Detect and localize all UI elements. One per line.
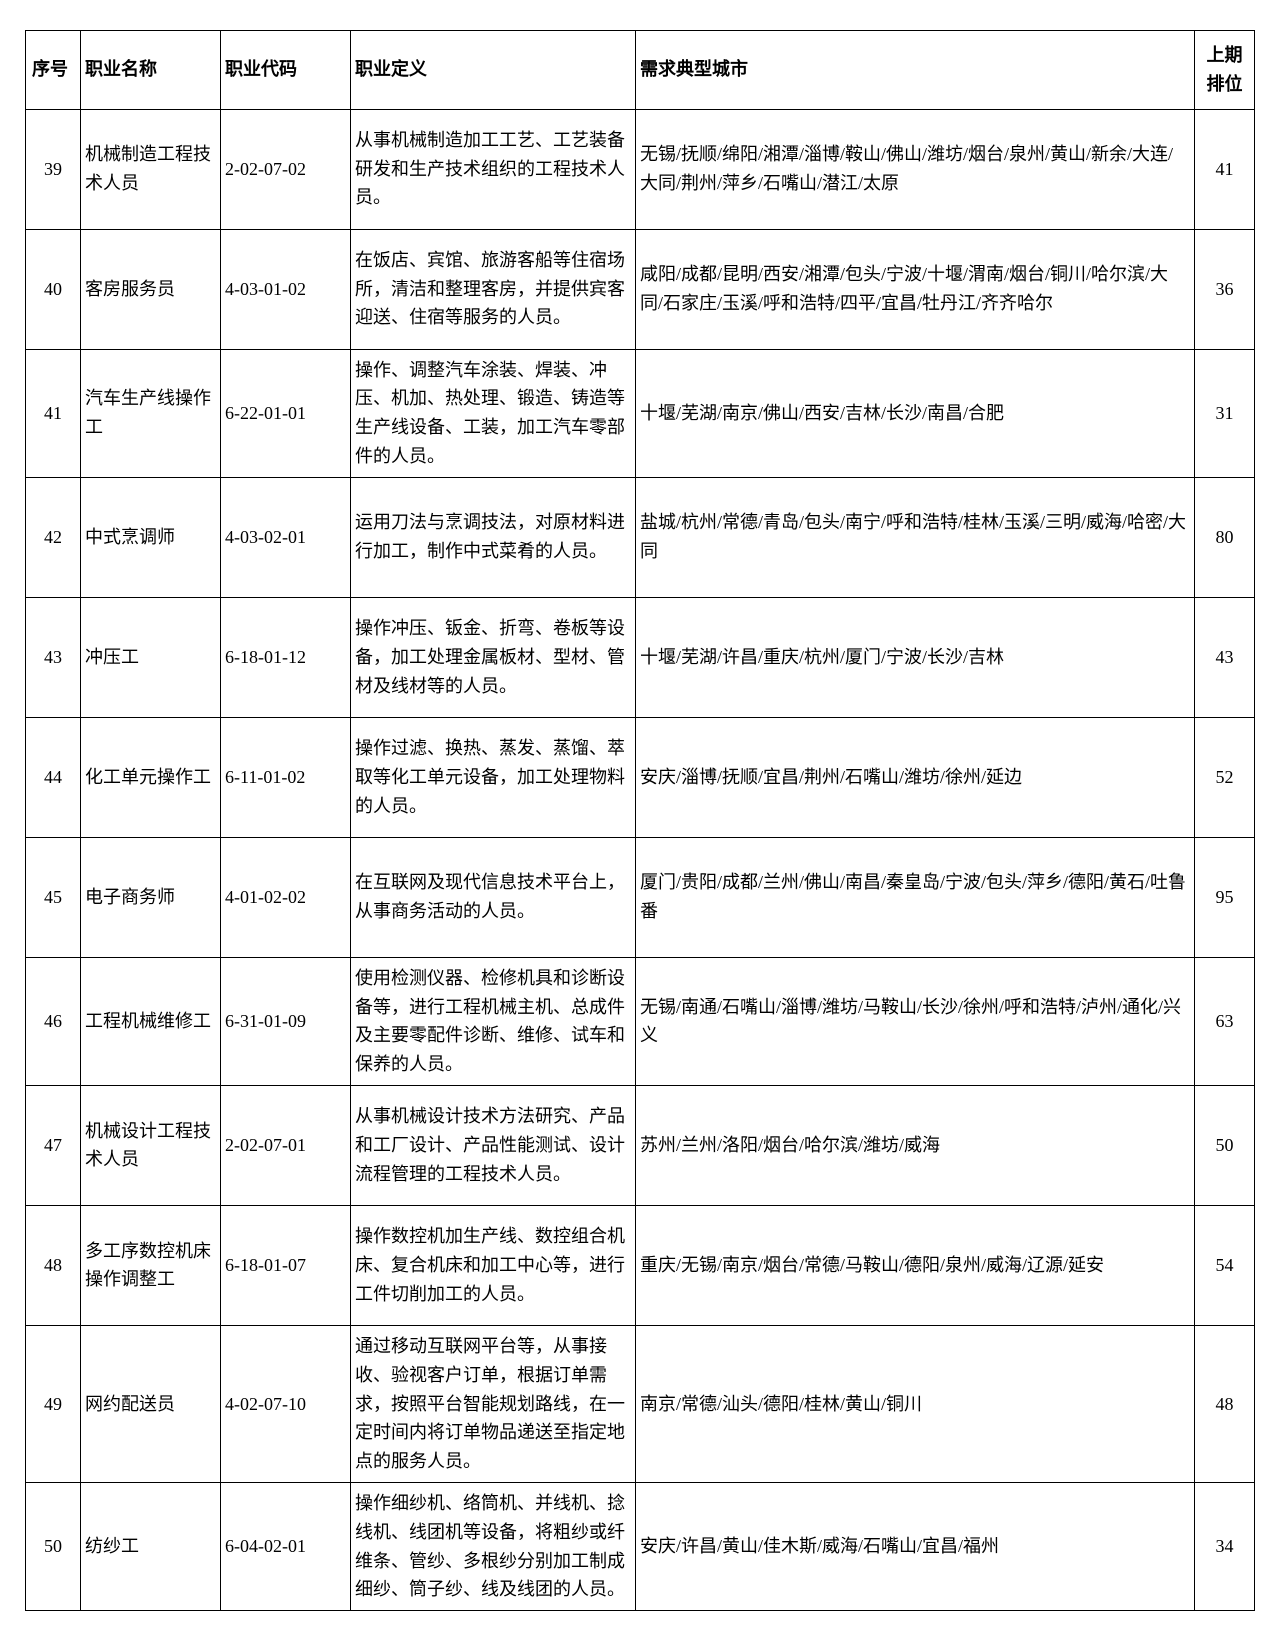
cell-code: 6-18-01-07 [221, 1205, 351, 1325]
cell-seq: 45 [26, 837, 81, 957]
cell-rank: 43 [1195, 597, 1255, 717]
cell-rank: 95 [1195, 837, 1255, 957]
cell-rank: 50 [1195, 1085, 1255, 1205]
cell-definition: 通过移动互联网平台等，从事接收、验视客户订单，根据订单需求，按照平台智能规划路线… [351, 1325, 636, 1482]
header-cities: 需求典型城市 [636, 31, 1195, 110]
cell-name: 汽车生产线操作工 [81, 349, 221, 477]
cell-cities: 南京/常德/汕头/德阳/桂林/黄山/铜川 [636, 1325, 1195, 1482]
cell-name: 网约配送员 [81, 1325, 221, 1482]
table-row: 41汽车生产线操作工6-22-01-01操作、调整汽车涂装、焊装、冲压、机加、热… [26, 349, 1255, 477]
cell-seq: 42 [26, 477, 81, 597]
cell-seq: 48 [26, 1205, 81, 1325]
cell-code: 6-11-01-02 [221, 717, 351, 837]
cell-rank: 63 [1195, 957, 1255, 1085]
cell-rank: 41 [1195, 109, 1255, 229]
cell-definition: 操作、调整汽车涂装、焊装、冲压、机加、热处理、锻造、铸造等生产线设备、工装，加工… [351, 349, 636, 477]
cell-code: 2-02-07-02 [221, 109, 351, 229]
cell-name: 冲压工 [81, 597, 221, 717]
cell-cities: 盐城/杭州/常德/青岛/包头/南宁/呼和浩特/桂林/玉溪/三明/威海/哈密/大同 [636, 477, 1195, 597]
table-header-row: 序号 职业名称 职业代码 职业定义 需求典型城市 上期排位 [26, 31, 1255, 110]
table-row: 46工程机械维修工6-31-01-09使用检测仪器、检修机具和诊断设备等，进行工… [26, 957, 1255, 1085]
cell-rank: 52 [1195, 717, 1255, 837]
cell-name: 纺纱工 [81, 1482, 221, 1610]
cell-definition: 从事机械设计技术方法研究、产品和工厂设计、产品性能测试、设计流程管理的工程技术人… [351, 1085, 636, 1205]
table-row: 45电子商务师4-01-02-02在互联网及现代信息技术平台上，从事商务活动的人… [26, 837, 1255, 957]
cell-code: 6-22-01-01 [221, 349, 351, 477]
cell-definition: 在互联网及现代信息技术平台上，从事商务活动的人员。 [351, 837, 636, 957]
cell-rank: 48 [1195, 1325, 1255, 1482]
cell-definition: 使用检测仪器、检修机具和诊断设备等，进行工程机械主机、总成件及主要零配件诊断、维… [351, 957, 636, 1085]
cell-definition: 操作细纱机、络筒机、并线机、捻线机、线团机等设备，将粗纱或纤维条、管纱、多根纱分… [351, 1482, 636, 1610]
header-name: 职业名称 [81, 31, 221, 110]
cell-name: 机械制造工程技术人员 [81, 109, 221, 229]
table-row: 44化工单元操作工6-11-01-02操作过滤、换热、蒸发、蒸馏、萃取等化工单元… [26, 717, 1255, 837]
cell-rank: 36 [1195, 229, 1255, 349]
cell-cities: 十堰/芜湖/许昌/重庆/杭州/厦门/宁波/长沙/吉林 [636, 597, 1195, 717]
cell-name: 工程机械维修工 [81, 957, 221, 1085]
cell-seq: 44 [26, 717, 81, 837]
table-row: 40客房服务员4-03-01-02在饭店、宾馆、旅游客船等住宿场所，清洁和整理客… [26, 229, 1255, 349]
table-row: 43冲压工6-18-01-12操作冲压、钣金、折弯、卷板等设备，加工处理金属板材… [26, 597, 1255, 717]
cell-rank: 31 [1195, 349, 1255, 477]
cell-definition: 操作过滤、换热、蒸发、蒸馏、萃取等化工单元设备，加工处理物料的人员。 [351, 717, 636, 837]
cell-name: 多工序数控机床操作调整工 [81, 1205, 221, 1325]
cell-code: 6-31-01-09 [221, 957, 351, 1085]
cell-cities: 安庆/许昌/黄山/佳木斯/威海/石嘴山/宜昌/福州 [636, 1482, 1195, 1610]
cell-code: 4-03-01-02 [221, 229, 351, 349]
cell-definition: 操作数控机加生产线、数控组合机床、复合机床和加工中心等，进行工件切削加工的人员。 [351, 1205, 636, 1325]
cell-definition: 在饭店、宾馆、旅游客船等住宿场所，清洁和整理客房，并提供宾客迎送、住宿等服务的人… [351, 229, 636, 349]
cell-code: 6-18-01-12 [221, 597, 351, 717]
cell-code: 6-04-02-01 [221, 1482, 351, 1610]
cell-seq: 47 [26, 1085, 81, 1205]
cell-seq: 46 [26, 957, 81, 1085]
table-row: 50纺纱工6-04-02-01操作细纱机、络筒机、并线机、捻线机、线团机等设备，… [26, 1482, 1255, 1610]
cell-code: 4-02-07-10 [221, 1325, 351, 1482]
cell-code: 4-03-02-01 [221, 477, 351, 597]
cell-cities: 十堰/芜湖/南京/佛山/西安/吉林/长沙/南昌/合肥 [636, 349, 1195, 477]
cell-seq: 49 [26, 1325, 81, 1482]
table-row: 39机械制造工程技术人员2-02-07-02从事机械制造加工工艺、工艺装备研发和… [26, 109, 1255, 229]
header-code: 职业代码 [221, 31, 351, 110]
cell-rank: 80 [1195, 477, 1255, 597]
occupation-table: 序号 职业名称 职业代码 职业定义 需求典型城市 上期排位 39机械制造工程技术… [25, 30, 1255, 1611]
header-definition: 职业定义 [351, 31, 636, 110]
cell-definition: 运用刀法与烹调技法，对原材料进行加工，制作中式菜肴的人员。 [351, 477, 636, 597]
table-body: 39机械制造工程技术人员2-02-07-02从事机械制造加工工艺、工艺装备研发和… [26, 109, 1255, 1611]
cell-code: 4-01-02-02 [221, 837, 351, 957]
table-row: 49网约配送员4-02-07-10通过移动互联网平台等，从事接收、验视客户订单，… [26, 1325, 1255, 1482]
cell-cities: 厦门/贵阳/成都/兰州/佛山/南昌/秦皇岛/宁波/包头/萍乡/德阳/黄石/吐鲁番 [636, 837, 1195, 957]
cell-seq: 39 [26, 109, 81, 229]
cell-seq: 41 [26, 349, 81, 477]
cell-name: 中式烹调师 [81, 477, 221, 597]
cell-definition: 操作冲压、钣金、折弯、卷板等设备，加工处理金属板材、型材、管材及线材等的人员。 [351, 597, 636, 717]
cell-cities: 安庆/淄博/抚顺/宜昌/荆州/石嘴山/潍坊/徐州/延边 [636, 717, 1195, 837]
cell-cities: 苏州/兰州/洛阳/烟台/哈尔滨/潍坊/威海 [636, 1085, 1195, 1205]
table-row: 42中式烹调师4-03-02-01运用刀法与烹调技法，对原材料进行加工，制作中式… [26, 477, 1255, 597]
cell-name: 电子商务师 [81, 837, 221, 957]
cell-cities: 咸阳/成都/昆明/西安/湘潭/包头/宁波/十堰/渭南/烟台/铜川/哈尔滨/大同/… [636, 229, 1195, 349]
cell-cities: 重庆/无锡/南京/烟台/常德/马鞍山/德阳/泉州/威海/辽源/延安 [636, 1205, 1195, 1325]
cell-cities: 无锡/抚顺/绵阳/湘潭/淄博/鞍山/佛山/潍坊/烟台/泉州/黄山/新余/大连/大… [636, 109, 1195, 229]
cell-cities: 无锡/南通/石嘴山/淄博/潍坊/马鞍山/长沙/徐州/呼和浩特/泸州/通化/兴义 [636, 957, 1195, 1085]
cell-seq: 50 [26, 1482, 81, 1610]
cell-definition: 从事机械制造加工工艺、工艺装备研发和生产技术组织的工程技术人员。 [351, 109, 636, 229]
table-row: 47机械设计工程技术人员2-02-07-01从事机械设计技术方法研究、产品和工厂… [26, 1085, 1255, 1205]
cell-rank: 54 [1195, 1205, 1255, 1325]
header-seq: 序号 [26, 31, 81, 110]
cell-rank: 34 [1195, 1482, 1255, 1610]
cell-code: 2-02-07-01 [221, 1085, 351, 1205]
cell-name: 客房服务员 [81, 229, 221, 349]
header-rank: 上期排位 [1195, 31, 1255, 110]
cell-name: 化工单元操作工 [81, 717, 221, 837]
cell-seq: 40 [26, 229, 81, 349]
cell-seq: 43 [26, 597, 81, 717]
table-row: 48多工序数控机床操作调整工6-18-01-07操作数控机加生产线、数控组合机床… [26, 1205, 1255, 1325]
cell-name: 机械设计工程技术人员 [81, 1085, 221, 1205]
